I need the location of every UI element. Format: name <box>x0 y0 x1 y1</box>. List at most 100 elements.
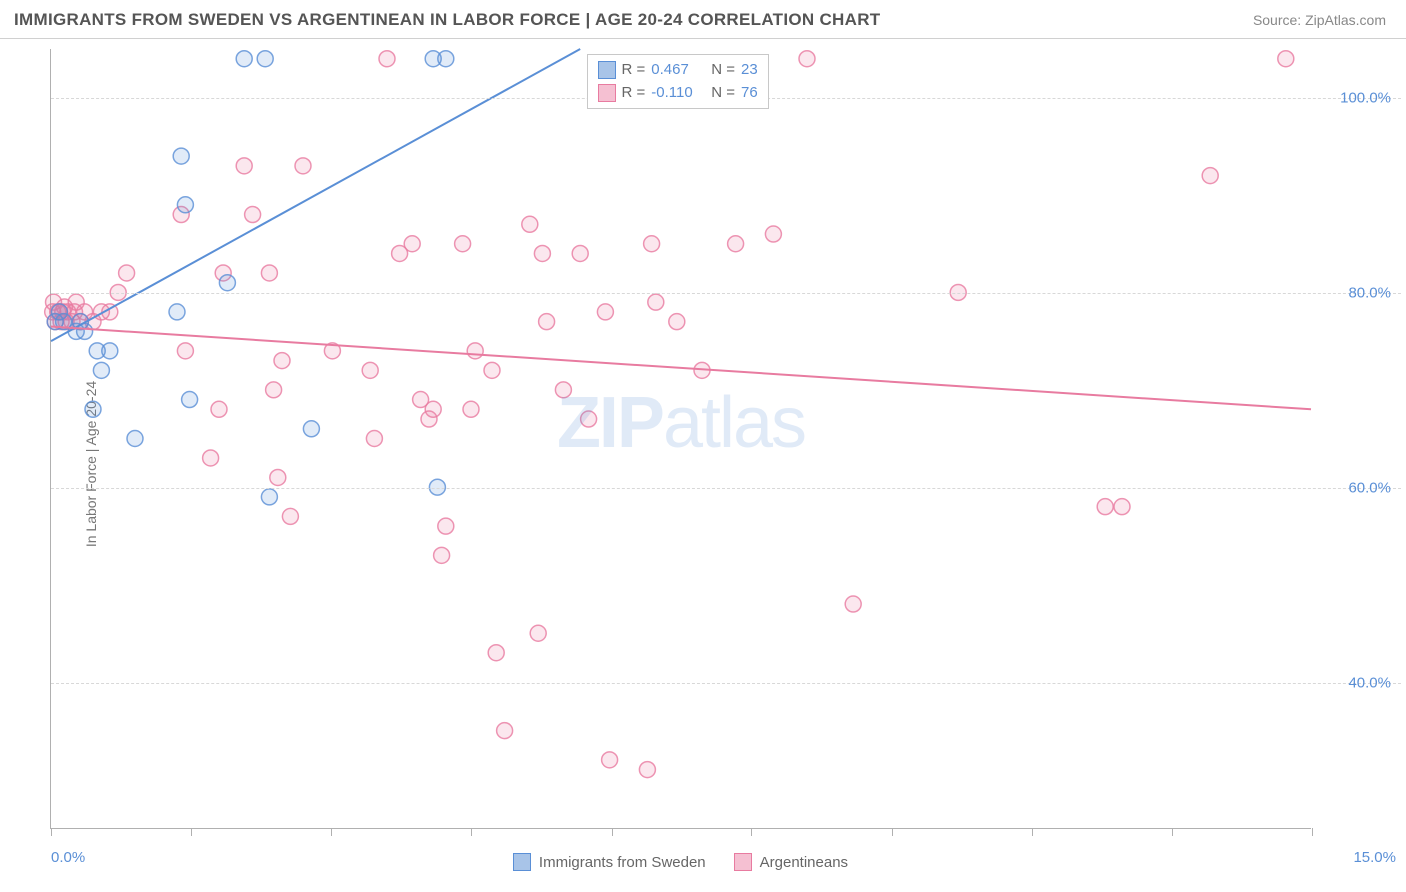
grid-line <box>51 293 1401 294</box>
data-point <box>236 158 252 174</box>
legend-swatch <box>734 853 752 871</box>
legend-swatch <box>513 853 531 871</box>
data-point <box>555 382 571 398</box>
data-point <box>177 343 193 359</box>
data-point <box>270 469 286 485</box>
data-point <box>845 596 861 612</box>
plot-area: ZIPatlas R = 0.467 N = 23 R = -0.110 N =… <box>50 49 1311 829</box>
y-tick-label: 100.0% <box>1340 89 1391 106</box>
data-point <box>534 245 550 261</box>
regression-line <box>51 49 580 341</box>
data-point <box>467 343 483 359</box>
data-point <box>245 207 261 223</box>
y-tick-label: 60.0% <box>1348 479 1391 496</box>
chart-source: Source: ZipAtlas.com <box>1253 12 1386 28</box>
data-point <box>404 236 420 252</box>
x-tick <box>612 828 613 836</box>
data-point <box>274 353 290 369</box>
x-tick <box>892 828 893 836</box>
legend-item: Immigrants from Sweden <box>513 853 706 871</box>
bottom-legend: Immigrants from Sweden Argentineans <box>50 853 1311 871</box>
data-point <box>379 51 395 67</box>
data-point <box>177 197 193 213</box>
chart-container: In Labor Force | Age 20-24 ZIPatlas R = … <box>0 39 1406 889</box>
n-value: 76 <box>741 82 758 105</box>
data-point <box>1278 51 1294 67</box>
y-tick-label: 40.0% <box>1348 674 1391 691</box>
x-max-label: 15.0% <box>1353 849 1396 866</box>
x-tick <box>1172 828 1173 836</box>
data-point <box>644 236 660 252</box>
data-point <box>169 304 185 320</box>
data-point <box>648 294 664 310</box>
data-point <box>484 362 500 378</box>
data-point <box>295 158 311 174</box>
data-point <box>438 51 454 67</box>
data-point <box>522 216 538 232</box>
data-point <box>127 431 143 447</box>
n-value: 23 <box>741 59 758 82</box>
data-point <box>85 401 101 417</box>
source-name: ZipAtlas.com <box>1305 12 1386 28</box>
data-point <box>266 382 282 398</box>
stats-box: R = 0.467 N = 23 R = -0.110 N = 76 <box>587 54 769 109</box>
n-label: N = <box>711 82 735 105</box>
data-point <box>362 362 378 378</box>
n-label: N = <box>711 59 735 82</box>
legend-label: Argentineans <box>760 854 848 871</box>
stats-row: R = -0.110 N = 76 <box>598 82 758 105</box>
data-point <box>434 547 450 563</box>
x-tick <box>1032 828 1033 836</box>
data-point <box>669 314 685 330</box>
r-value: 0.467 <box>651 59 705 82</box>
data-point <box>530 625 546 641</box>
data-point <box>597 304 613 320</box>
data-point <box>488 645 504 661</box>
data-point <box>497 723 513 739</box>
data-point <box>1097 499 1113 515</box>
x-tick <box>51 828 52 836</box>
legend-swatch <box>598 84 616 102</box>
data-point <box>639 762 655 778</box>
legend-label: Immigrants from Sweden <box>539 854 706 871</box>
grid-line <box>51 488 1401 489</box>
data-point <box>173 148 189 164</box>
data-point <box>282 508 298 524</box>
data-point <box>257 51 273 67</box>
x-tick <box>471 828 472 836</box>
data-point <box>211 401 227 417</box>
r-value: -0.110 <box>651 82 705 105</box>
source-label: Source: <box>1253 12 1301 28</box>
y-tick-label: 80.0% <box>1348 284 1391 301</box>
data-point <box>463 401 479 417</box>
data-point <box>799 51 815 67</box>
x-tick <box>331 828 332 836</box>
data-point <box>438 518 454 534</box>
x-tick <box>191 828 192 836</box>
data-point <box>1202 168 1218 184</box>
data-point <box>261 265 277 281</box>
legend-item: Argentineans <box>734 853 848 871</box>
data-point <box>455 236 471 252</box>
data-point <box>728 236 744 252</box>
data-point <box>93 362 109 378</box>
data-point <box>425 401 441 417</box>
data-point <box>602 752 618 768</box>
data-point <box>765 226 781 242</box>
r-label: R = <box>622 82 646 105</box>
data-point <box>1114 499 1130 515</box>
chart-header: IMMIGRANTS FROM SWEDEN VS ARGENTINEAN IN… <box>0 0 1406 39</box>
data-point <box>119 265 135 281</box>
stats-row: R = 0.467 N = 23 <box>598 59 758 82</box>
data-point <box>261 489 277 505</box>
data-point <box>102 343 118 359</box>
data-point <box>581 411 597 427</box>
data-point <box>182 392 198 408</box>
data-point <box>236 51 252 67</box>
regression-line <box>51 327 1311 410</box>
x-tick <box>751 828 752 836</box>
data-point <box>219 275 235 291</box>
data-point <box>303 421 319 437</box>
legend-swatch <box>598 61 616 79</box>
data-point <box>572 245 588 261</box>
